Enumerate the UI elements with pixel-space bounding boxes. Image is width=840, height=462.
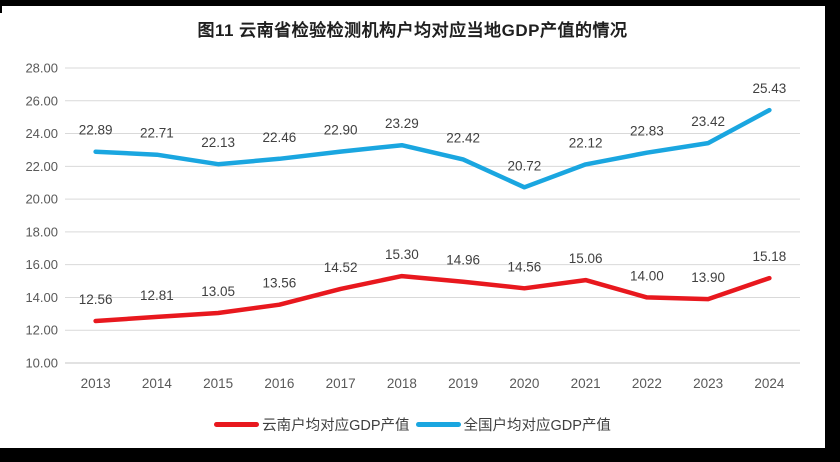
svg-text:2022: 2022 (632, 376, 662, 391)
svg-text:2024: 2024 (754, 376, 785, 391)
svg-text:14.00: 14.00 (630, 268, 664, 283)
legend-item-national: 全国户均对应GDP产值 (415, 414, 611, 435)
svg-text:20.72: 20.72 (507, 158, 541, 173)
svg-text:13.56: 13.56 (262, 276, 296, 291)
svg-text:25.43: 25.43 (752, 81, 786, 96)
svg-text:12.56: 12.56 (79, 292, 113, 307)
svg-text:23.42: 23.42 (691, 114, 725, 129)
legend-item-yunnan: 云南户均对应GDP产值 (214, 414, 410, 435)
svg-text:22.90: 22.90 (324, 123, 358, 138)
svg-text:23.29: 23.29 (385, 116, 419, 131)
svg-text:15.18: 15.18 (752, 249, 786, 264)
svg-text:14.96: 14.96 (446, 253, 480, 268)
svg-text:2023: 2023 (693, 376, 723, 391)
legend-swatch-national-line (415, 421, 461, 427)
chart-title: 图11 云南省检验检测机构户均对应当地GDP产值的情况 (197, 21, 628, 40)
svg-text:22.89: 22.89 (79, 123, 113, 138)
svg-text:20.00: 20.00 (25, 192, 58, 207)
frame-border-bottom (0, 448, 840, 462)
svg-text:2021: 2021 (571, 376, 601, 391)
svg-text:10.00: 10.00 (25, 356, 58, 371)
svg-text:28.00: 28.00 (25, 61, 58, 76)
svg-text:2016: 2016 (264, 376, 294, 391)
svg-text:22.71: 22.71 (140, 126, 174, 141)
svg-text:22.00: 22.00 (25, 159, 58, 174)
svg-text:15.30: 15.30 (385, 247, 419, 262)
svg-text:26.00: 26.00 (25, 93, 58, 108)
legend-swatch-yunnan-line (214, 421, 260, 427)
frame-border-left-notch (0, 0, 2, 13)
svg-text:13.05: 13.05 (201, 284, 235, 299)
svg-text:22.46: 22.46 (262, 130, 296, 145)
svg-text:2013: 2013 (81, 376, 111, 391)
chart-legend: 云南户均对应GDP产值 全国户均对应GDP产值 (0, 410, 825, 438)
frame-border-right (825, 0, 840, 462)
svg-text:14.56: 14.56 (507, 259, 541, 274)
svg-text:2019: 2019 (448, 376, 478, 391)
svg-text:14.52: 14.52 (324, 260, 358, 275)
svg-text:18.00: 18.00 (25, 224, 58, 239)
svg-text:2020: 2020 (509, 376, 539, 391)
svg-text:2014: 2014 (142, 376, 173, 391)
svg-text:14.00: 14.00 (25, 290, 58, 305)
svg-text:22.12: 22.12 (569, 135, 603, 150)
svg-text:22.83: 22.83 (630, 124, 664, 139)
svg-text:24.00: 24.00 (25, 126, 58, 141)
svg-text:2017: 2017 (326, 376, 356, 391)
svg-text:13.90: 13.90 (691, 270, 725, 285)
svg-text:12.81: 12.81 (140, 288, 174, 303)
svg-text:16.00: 16.00 (25, 257, 58, 272)
svg-text:22.42: 22.42 (446, 130, 480, 145)
svg-text:2015: 2015 (203, 376, 233, 391)
legend-label-national: 全国户均对应GDP产值 (463, 417, 611, 434)
legend-label-yunnan: 云南户均对应GDP产值 (262, 417, 410, 434)
svg-text:22.13: 22.13 (201, 135, 235, 150)
frame-border-top (0, 0, 840, 6)
svg-text:15.06: 15.06 (569, 251, 603, 266)
svg-text:2018: 2018 (387, 376, 417, 391)
svg-text:12.00: 12.00 (25, 323, 58, 338)
